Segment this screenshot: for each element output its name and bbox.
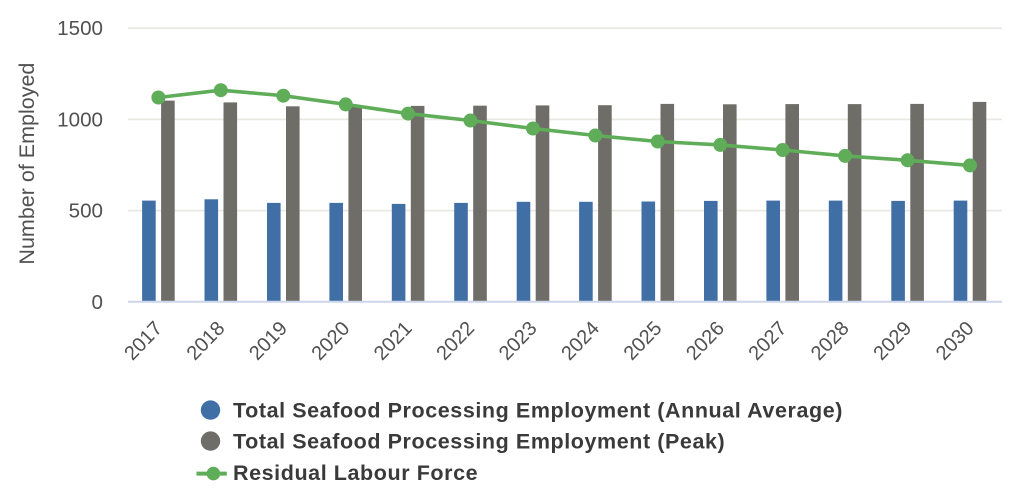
svg-text:Number of Employed: Number of Employed [15,63,39,265]
svg-text:1500: 1500 [57,17,103,40]
svg-text:Total Seafood Processing Emplo: Total Seafood Processing Employment (Pea… [233,430,725,454]
svg-text:2024: 2024 [557,317,604,364]
svg-text:2030: 2030 [932,317,979,364]
svg-text:2026: 2026 [682,317,729,364]
svg-text:Total Seafood Processing Emplo: Total Seafood Processing Employment (Ann… [233,399,843,423]
svg-text:2028: 2028 [807,317,854,364]
svg-text:2025: 2025 [620,317,667,364]
svg-text:2023: 2023 [495,317,542,364]
svg-text:500: 500 [69,200,103,223]
svg-text:2029: 2029 [869,317,916,364]
svg-text:Residual Labour Force: Residual Labour Force [233,461,478,485]
svg-text:2018: 2018 [183,317,230,364]
svg-text:2017: 2017 [120,317,167,364]
svg-text:1000: 1000 [57,108,103,131]
svg-text:2021: 2021 [370,317,417,364]
svg-text:2020: 2020 [308,317,355,364]
svg-text:2019: 2019 [245,317,292,364]
svg-text:2027: 2027 [745,317,792,364]
svg-text:2022: 2022 [432,317,479,364]
svg-text:0: 0 [92,291,103,314]
